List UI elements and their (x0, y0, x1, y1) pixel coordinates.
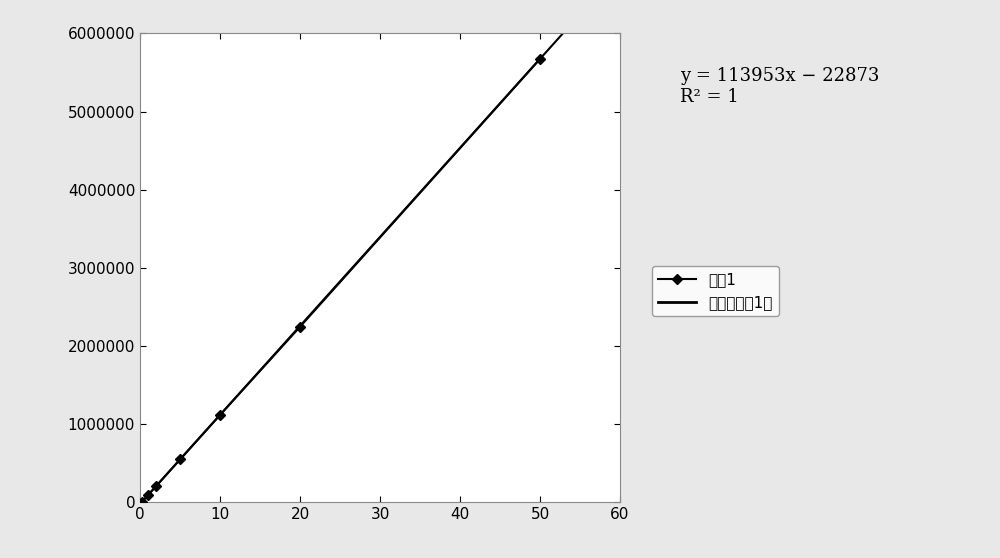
Legend: 系具1, 线性（系具1）: 系具1, 线性（系具1） (652, 266, 779, 316)
Text: y = 113953x − 22873
R² = 1: y = 113953x − 22873 R² = 1 (680, 67, 879, 106)
